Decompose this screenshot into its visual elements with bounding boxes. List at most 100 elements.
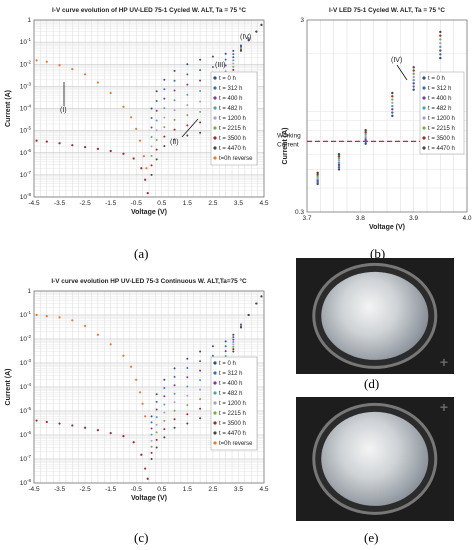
data-point-reverse	[122, 105, 125, 108]
data-point-forward	[199, 121, 202, 124]
data-point-forward	[247, 39, 250, 42]
data-point-forward	[173, 401, 176, 404]
data-point-forward	[150, 154, 153, 157]
data-point-t0-reverse	[122, 434, 125, 438]
data-point	[439, 34, 442, 37]
data-point-forward	[155, 109, 158, 112]
data-point-forward	[173, 118, 176, 121]
data-point-forward	[163, 116, 166, 119]
y-tick-label: 1	[27, 288, 31, 295]
data-point-forward	[240, 326, 242, 329]
led-photo-e: +	[296, 397, 454, 521]
data-point-forward	[199, 90, 202, 93]
data-point-t0-reverse	[35, 419, 38, 422]
legend-label: t = 1200 h	[428, 116, 455, 122]
data-point-forward	[163, 135, 166, 138]
legend-marker	[213, 361, 217, 365]
annotation-label: (IV)	[391, 57, 402, 64]
legend-marker	[422, 146, 426, 150]
y-tick-label: 10-3	[20, 358, 32, 367]
data-point	[364, 129, 367, 132]
data-point-forward	[199, 360, 202, 363]
legend-marker	[213, 401, 217, 405]
legend-label: t = 482 h	[219, 106, 243, 112]
data-point-forward	[186, 114, 189, 117]
data-point-forward	[199, 350, 202, 353]
data-point-forward	[224, 64, 227, 67]
y-tick-exponent: -4	[27, 104, 31, 109]
data-point	[364, 138, 367, 142]
data-point-forward	[232, 348, 235, 351]
data-point-reverse	[84, 73, 87, 76]
data-point	[391, 95, 394, 98]
data-point-forward	[155, 158, 158, 161]
data-point-forward	[155, 400, 158, 403]
data-point-forward	[173, 69, 176, 72]
x-tick-label: 3.7	[302, 215, 311, 222]
data-point-forward	[211, 354, 214, 357]
data-point-forward	[211, 345, 214, 348]
data-point-forward	[150, 135, 153, 138]
x-tick-label: 4.5	[259, 486, 268, 493]
led-photo-d: +	[296, 258, 454, 374]
legend-label: t=0h reverse	[219, 156, 253, 162]
annotation-arrow	[181, 118, 199, 138]
x-tick-label: 2.5	[208, 486, 217, 493]
y-tick-label: 1	[27, 17, 31, 24]
legend-label: t = 1200 h	[219, 401, 246, 407]
data-point	[439, 56, 442, 60]
data-point-t0-reverse	[45, 140, 48, 143]
data-point-reverse	[45, 314, 48, 318]
data-point-forward	[199, 417, 202, 420]
legend-label: t = 2215 h	[219, 411, 246, 417]
x-tick-label: 3.5	[234, 200, 243, 207]
data-point-reverse	[130, 365, 133, 368]
legend-marker	[213, 146, 217, 150]
y-tick-exponent: -3	[27, 358, 31, 363]
data-point-forward	[173, 138, 176, 141]
legend-label: t = 2215 h	[219, 126, 246, 132]
data-point-forward	[186, 385, 189, 388]
data-point-forward	[199, 58, 202, 61]
x-tick-label: 3.9	[409, 215, 418, 222]
led-lens-d	[321, 271, 429, 361]
data-point	[439, 49, 442, 52]
data-point	[391, 114, 394, 118]
data-point-t0-reverse	[132, 441, 135, 444]
chart-a: I-V curve evolution of HP UV-LED 75-1 Cy…	[5, 6, 269, 216]
data-point-forward	[150, 421, 153, 424]
data-point	[364, 130, 367, 134]
data-point-reverse	[58, 316, 61, 319]
data-point-forward	[199, 369, 202, 372]
x-tick-label: 2.5	[208, 200, 217, 207]
legend-marker	[213, 116, 217, 120]
legend-marker	[422, 76, 426, 80]
data-point-forward	[150, 173, 153, 176]
legend-label: t = 400 h	[219, 96, 243, 102]
legend-marker	[422, 136, 426, 140]
data-point-forward	[199, 388, 202, 391]
x-tick-label: -0.5	[131, 486, 143, 493]
y-tick-base: 10	[20, 480, 28, 487]
data-point-reverse	[35, 59, 38, 62]
data-point-reverse	[141, 402, 144, 405]
data-point-reverse	[138, 391, 142, 394]
y-tick-base: 10	[20, 39, 28, 46]
data-point-forward	[199, 69, 202, 72]
data-point-forward	[186, 83, 189, 86]
data-point-forward	[173, 409, 176, 412]
legend-box	[419, 71, 465, 155]
data-point-reverse	[145, 167, 148, 170]
data-point-forward	[186, 63, 189, 66]
annotation-arrow	[396, 64, 408, 81]
data-point	[337, 161, 341, 165]
data-point-t0-reverse	[140, 453, 143, 456]
legend-label: t = 400 h	[219, 381, 243, 387]
data-point-t0-reverse	[144, 467, 147, 470]
data-point-forward	[224, 350, 227, 353]
legend-marker	[422, 96, 426, 100]
data-point-forward	[155, 90, 158, 93]
data-point-forward	[150, 116, 153, 119]
data-point-forward	[232, 56, 235, 59]
data-point-t0-reverse	[146, 192, 149, 195]
